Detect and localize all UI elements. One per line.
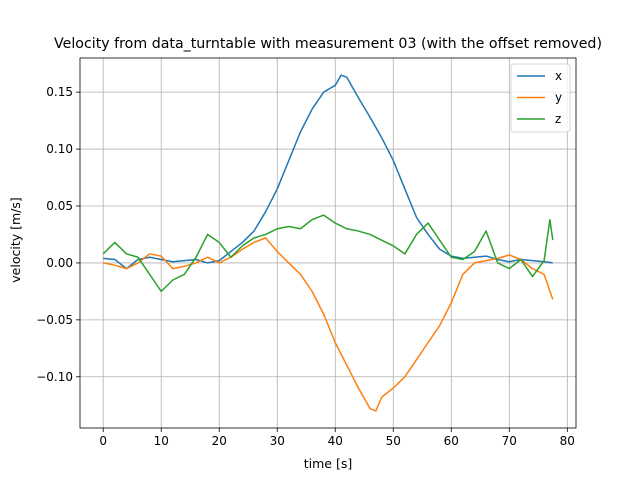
x-tick-label: 40 bbox=[328, 434, 343, 448]
y-tick-label: 0.05 bbox=[46, 199, 73, 213]
x-tick-label: 80 bbox=[560, 434, 575, 448]
legend-label-y: y bbox=[555, 91, 562, 105]
y-axis-label: velocity [m/s] bbox=[8, 197, 23, 282]
x-tick-label: 0 bbox=[99, 434, 107, 448]
y-tick-label: −0.10 bbox=[36, 370, 73, 384]
x-tick-label: 50 bbox=[386, 434, 401, 448]
x-axis-label: time [s] bbox=[304, 456, 352, 471]
legend: xyz bbox=[510, 63, 571, 133]
series-line-x bbox=[103, 74, 553, 270]
legend-label-z: z bbox=[555, 112, 561, 126]
y-tick-label: −0.05 bbox=[36, 313, 73, 327]
y-tick-label: 0.00 bbox=[46, 256, 73, 270]
x-axis-ticks: 0 10 20 30 40 50 60 70 80 bbox=[99, 428, 575, 448]
legend-label-x: x bbox=[555, 69, 562, 83]
series-line-z bbox=[102, 214, 554, 293]
y-axis-ticks: −0.10 −0.05 0.00 0.05 0.10 0.15 bbox=[36, 85, 80, 384]
x-tick-label: 20 bbox=[212, 434, 227, 448]
x-tick-label: 10 bbox=[154, 434, 169, 448]
x-tick-label: 30 bbox=[270, 434, 285, 448]
chart-title: Velocity from data_turntable with measur… bbox=[54, 36, 602, 52]
y-tick-label: 0.10 bbox=[46, 142, 73, 156]
x-tick-label: 70 bbox=[502, 434, 517, 448]
series-line-y bbox=[103, 237, 554, 412]
plot-area-frame bbox=[79, 57, 577, 429]
series-lines bbox=[102, 74, 554, 412]
x-tick-label: 60 bbox=[444, 434, 459, 448]
y-tick-label: 0.15 bbox=[46, 85, 73, 99]
